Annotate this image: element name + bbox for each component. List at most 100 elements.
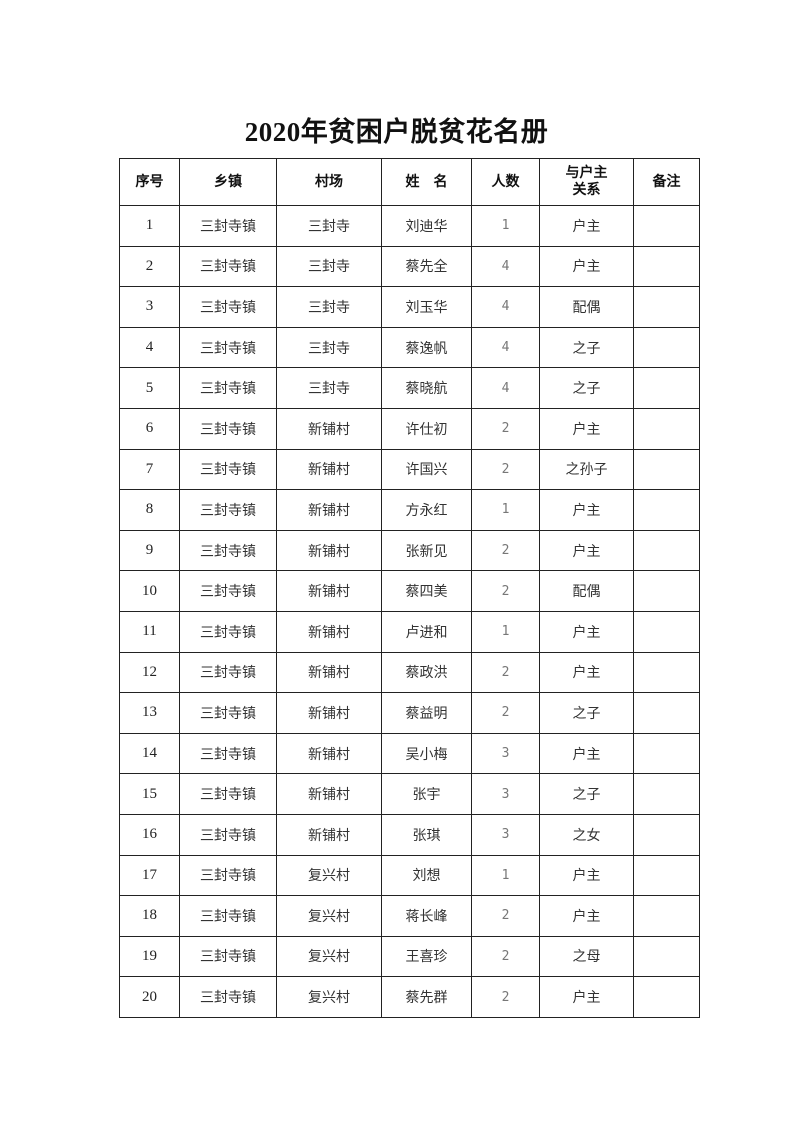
cell-index: 8 [119, 489, 180, 531]
cell-town: 三封寺镇 [179, 651, 277, 694]
cell-name: 刘想 [381, 854, 472, 897]
cell-index: 11 [119, 610, 180, 653]
cell-remarks [633, 570, 700, 612]
cell-count: 1 [471, 205, 540, 247]
cell-relation: 户主 [539, 407, 634, 450]
cell-relation: 户主 [539, 610, 634, 653]
cell-index: 3 [119, 286, 180, 328]
cell-name: 蔡政洪 [381, 651, 472, 694]
cell-village: 三封寺 [276, 205, 382, 247]
cell-index: 7 [119, 448, 180, 491]
cell-relation: 户主 [539, 245, 634, 288]
cell-village: 新铺村 [276, 773, 382, 815]
header-town: 乡镇 [179, 158, 277, 206]
cell-village: 新铺村 [276, 529, 382, 572]
table-row: 12 三封寺镇 新铺村 蔡政洪 2 户主 [119, 651, 700, 694]
table-row: 5 三封寺镇 三封寺 蔡晓航 4 之子 [119, 367, 700, 409]
cell-town: 三封寺镇 [179, 326, 277, 369]
cell-relation: 户主 [539, 895, 634, 937]
cell-count: 4 [471, 326, 540, 369]
cell-relation: 之母 [539, 935, 634, 978]
cell-name: 蔡益明 [381, 692, 472, 734]
cell-remarks [633, 813, 700, 856]
cell-town: 三封寺镇 [179, 935, 277, 978]
cell-count: 1 [471, 489, 540, 531]
header-index: 序号 [119, 158, 180, 206]
header-remarks: 备注 [633, 158, 700, 206]
cell-village: 三封寺 [276, 245, 382, 288]
cell-village: 新铺村 [276, 448, 382, 491]
cell-village: 新铺村 [276, 610, 382, 653]
cell-index: 6 [119, 407, 180, 450]
cell-index: 12 [119, 651, 180, 694]
cell-town: 三封寺镇 [179, 854, 277, 897]
table-row: 9 三封寺镇 新铺村 张新见 2 户主 [119, 529, 700, 572]
cell-remarks [633, 448, 700, 491]
cell-village: 复兴村 [276, 935, 382, 978]
cell-count: 2 [471, 935, 540, 978]
cell-index: 5 [119, 367, 180, 409]
cell-town: 三封寺镇 [179, 448, 277, 491]
cell-village: 新铺村 [276, 651, 382, 694]
cell-remarks [633, 326, 700, 369]
cell-remarks [633, 489, 700, 531]
table-row: 1 三封寺镇 三封寺 刘迪华 1 户主 [119, 205, 700, 247]
header-name: 姓 名 [381, 158, 472, 206]
cell-remarks [633, 245, 700, 288]
cell-name: 张新见 [381, 529, 472, 572]
cell-remarks [633, 367, 700, 409]
cell-relation: 户主 [539, 976, 634, 1018]
cell-name: 张宇 [381, 773, 472, 815]
cell-count: 2 [471, 570, 540, 612]
cell-count: 1 [471, 610, 540, 653]
cell-count: 2 [471, 529, 540, 572]
table-row: 2 三封寺镇 三封寺 蔡先全 4 户主 [119, 245, 700, 288]
cell-index: 15 [119, 773, 180, 815]
table-row: 16 三封寺镇 新铺村 张琪 3 之女 [119, 813, 700, 856]
cell-name: 张琪 [381, 813, 472, 856]
roster-table: 序号 乡镇 村场 姓 名 人数 与户主关系 备注 1 三封寺镇 三封寺 刘迪华 1 户主 2… [119, 158, 700, 1018]
cell-town: 三封寺镇 [179, 205, 277, 247]
cell-remarks [633, 976, 700, 1018]
cell-village: 复兴村 [276, 895, 382, 937]
cell-count: 1 [471, 854, 540, 897]
cell-relation: 之子 [539, 367, 634, 409]
cell-count: 2 [471, 407, 540, 450]
cell-name: 方永红 [381, 489, 472, 531]
cell-village: 复兴村 [276, 976, 382, 1018]
cell-relation: 户主 [539, 854, 634, 897]
cell-town: 三封寺镇 [179, 367, 277, 409]
cell-remarks [633, 854, 700, 897]
cell-index: 1 [119, 205, 180, 247]
cell-index: 18 [119, 895, 180, 937]
cell-village: 复兴村 [276, 854, 382, 897]
cell-count: 2 [471, 895, 540, 937]
cell-relation: 户主 [539, 651, 634, 694]
cell-name: 蔡先全 [381, 245, 472, 288]
cell-index: 17 [119, 854, 180, 897]
cell-name: 刘玉华 [381, 286, 472, 328]
cell-village: 新铺村 [276, 407, 382, 450]
cell-town: 三封寺镇 [179, 692, 277, 734]
cell-remarks [633, 286, 700, 328]
table-row: 4 三封寺镇 三封寺 蔡逸帆 4 之子 [119, 326, 700, 369]
header-row: 序号 乡镇 村场 姓 名 人数 与户主关系 备注 [119, 158, 700, 206]
header-count: 人数 [471, 158, 540, 206]
cell-remarks [633, 935, 700, 978]
cell-count: 2 [471, 976, 540, 1018]
cell-village: 新铺村 [276, 732, 382, 775]
table-row: 18 三封寺镇 复兴村 蒋长峰 2 户主 [119, 895, 700, 937]
header-village: 村场 [276, 158, 382, 206]
cell-remarks [633, 205, 700, 247]
table-row: 3 三封寺镇 三封寺 刘玉华 4 配偶 [119, 286, 700, 328]
cell-town: 三封寺镇 [179, 610, 277, 653]
cell-village: 新铺村 [276, 692, 382, 734]
cell-name: 卢进和 [381, 610, 472, 653]
cell-town: 三封寺镇 [179, 489, 277, 531]
cell-index: 2 [119, 245, 180, 288]
cell-town: 三封寺镇 [179, 895, 277, 937]
table-row: 19 三封寺镇 复兴村 王喜珍 2 之母 [119, 935, 700, 978]
cell-town: 三封寺镇 [179, 407, 277, 450]
cell-remarks [633, 610, 700, 653]
cell-name: 王喜珍 [381, 935, 472, 978]
